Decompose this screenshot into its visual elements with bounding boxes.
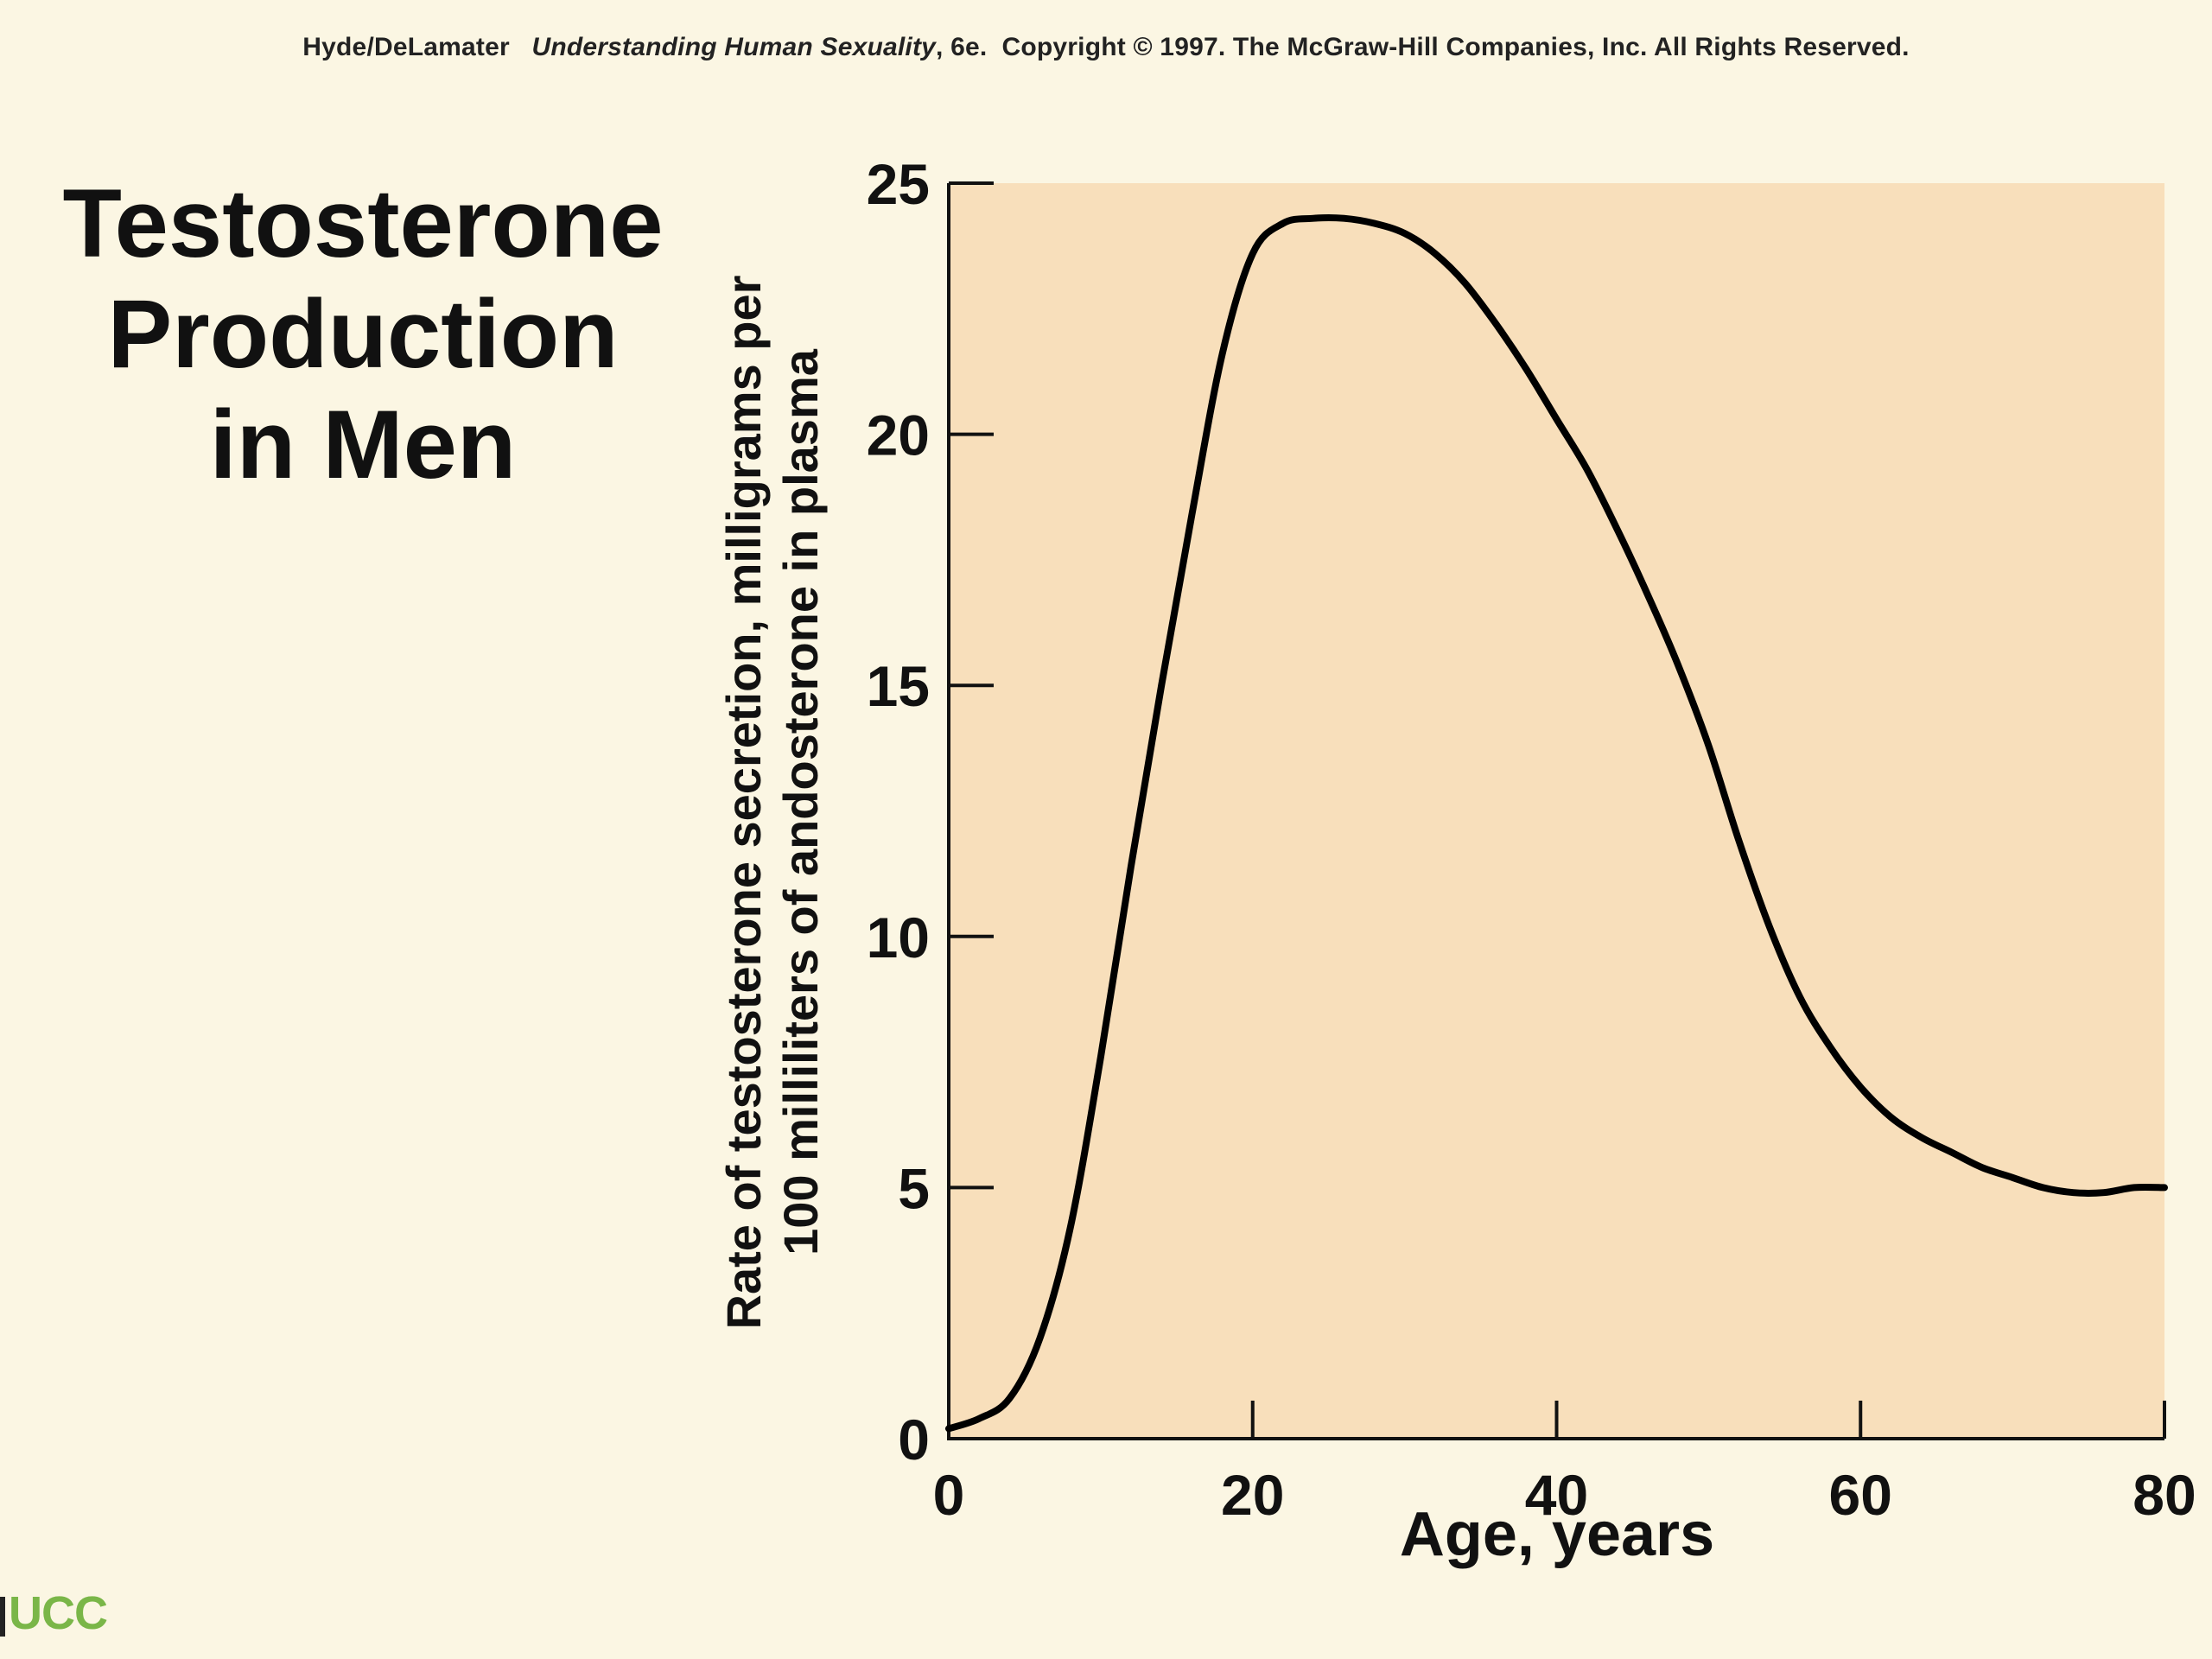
x-tick-label: 0 xyxy=(933,1463,965,1527)
authors-text: Hyde/DeLamater xyxy=(302,33,510,61)
logo-bar xyxy=(0,1597,5,1637)
x-tick-label: 80 xyxy=(2133,1463,2196,1527)
copyright-text: Copyright © 1997. The McGraw-Hill Compan… xyxy=(1001,33,1910,61)
ucc-logo: UCC xyxy=(9,1587,108,1639)
y-axis-label: Rate of testosterone secretion, milligra… xyxy=(716,276,828,1330)
y-tick-label: 20 xyxy=(867,404,930,467)
edition-text: , 6e. xyxy=(936,33,988,61)
x-tick-label: 40 xyxy=(1525,1463,1588,1527)
series-line-testosterone xyxy=(945,213,2168,1433)
page-title: Testosterone Production in Men xyxy=(0,168,726,500)
y-tick-label: 15 xyxy=(867,654,930,718)
book-title-text: Understanding Human Sexuality xyxy=(531,33,937,61)
title-line-1: Testosterone xyxy=(62,169,664,277)
y-axis-label-line-2: 100 milliliters of andosterone in plasma xyxy=(773,348,828,1255)
y-axis-label-line-1: Rate of testosterone secretion, milligra… xyxy=(716,276,771,1330)
y-tick-label: 10 xyxy=(867,906,930,969)
x-axis-label: Age, years xyxy=(1400,1500,1714,1569)
x-tick-label: 20 xyxy=(1221,1463,1284,1527)
copyright-notice: Hyde/DeLamater Understanding Human Sexua… xyxy=(0,33,2212,62)
y-tick-label: 5 xyxy=(898,1156,930,1220)
plot-area xyxy=(949,183,2164,1439)
title-line-2: Production xyxy=(107,280,619,388)
y-tick-label: 0 xyxy=(898,1408,930,1471)
axis-ticks: 0 5 10 15 20 25 0 20 40 60 80 xyxy=(867,152,2196,1527)
title-line-3: in Men xyxy=(209,391,517,499)
x-tick-label: 60 xyxy=(1829,1463,1892,1527)
y-tick-label: 25 xyxy=(867,152,930,216)
